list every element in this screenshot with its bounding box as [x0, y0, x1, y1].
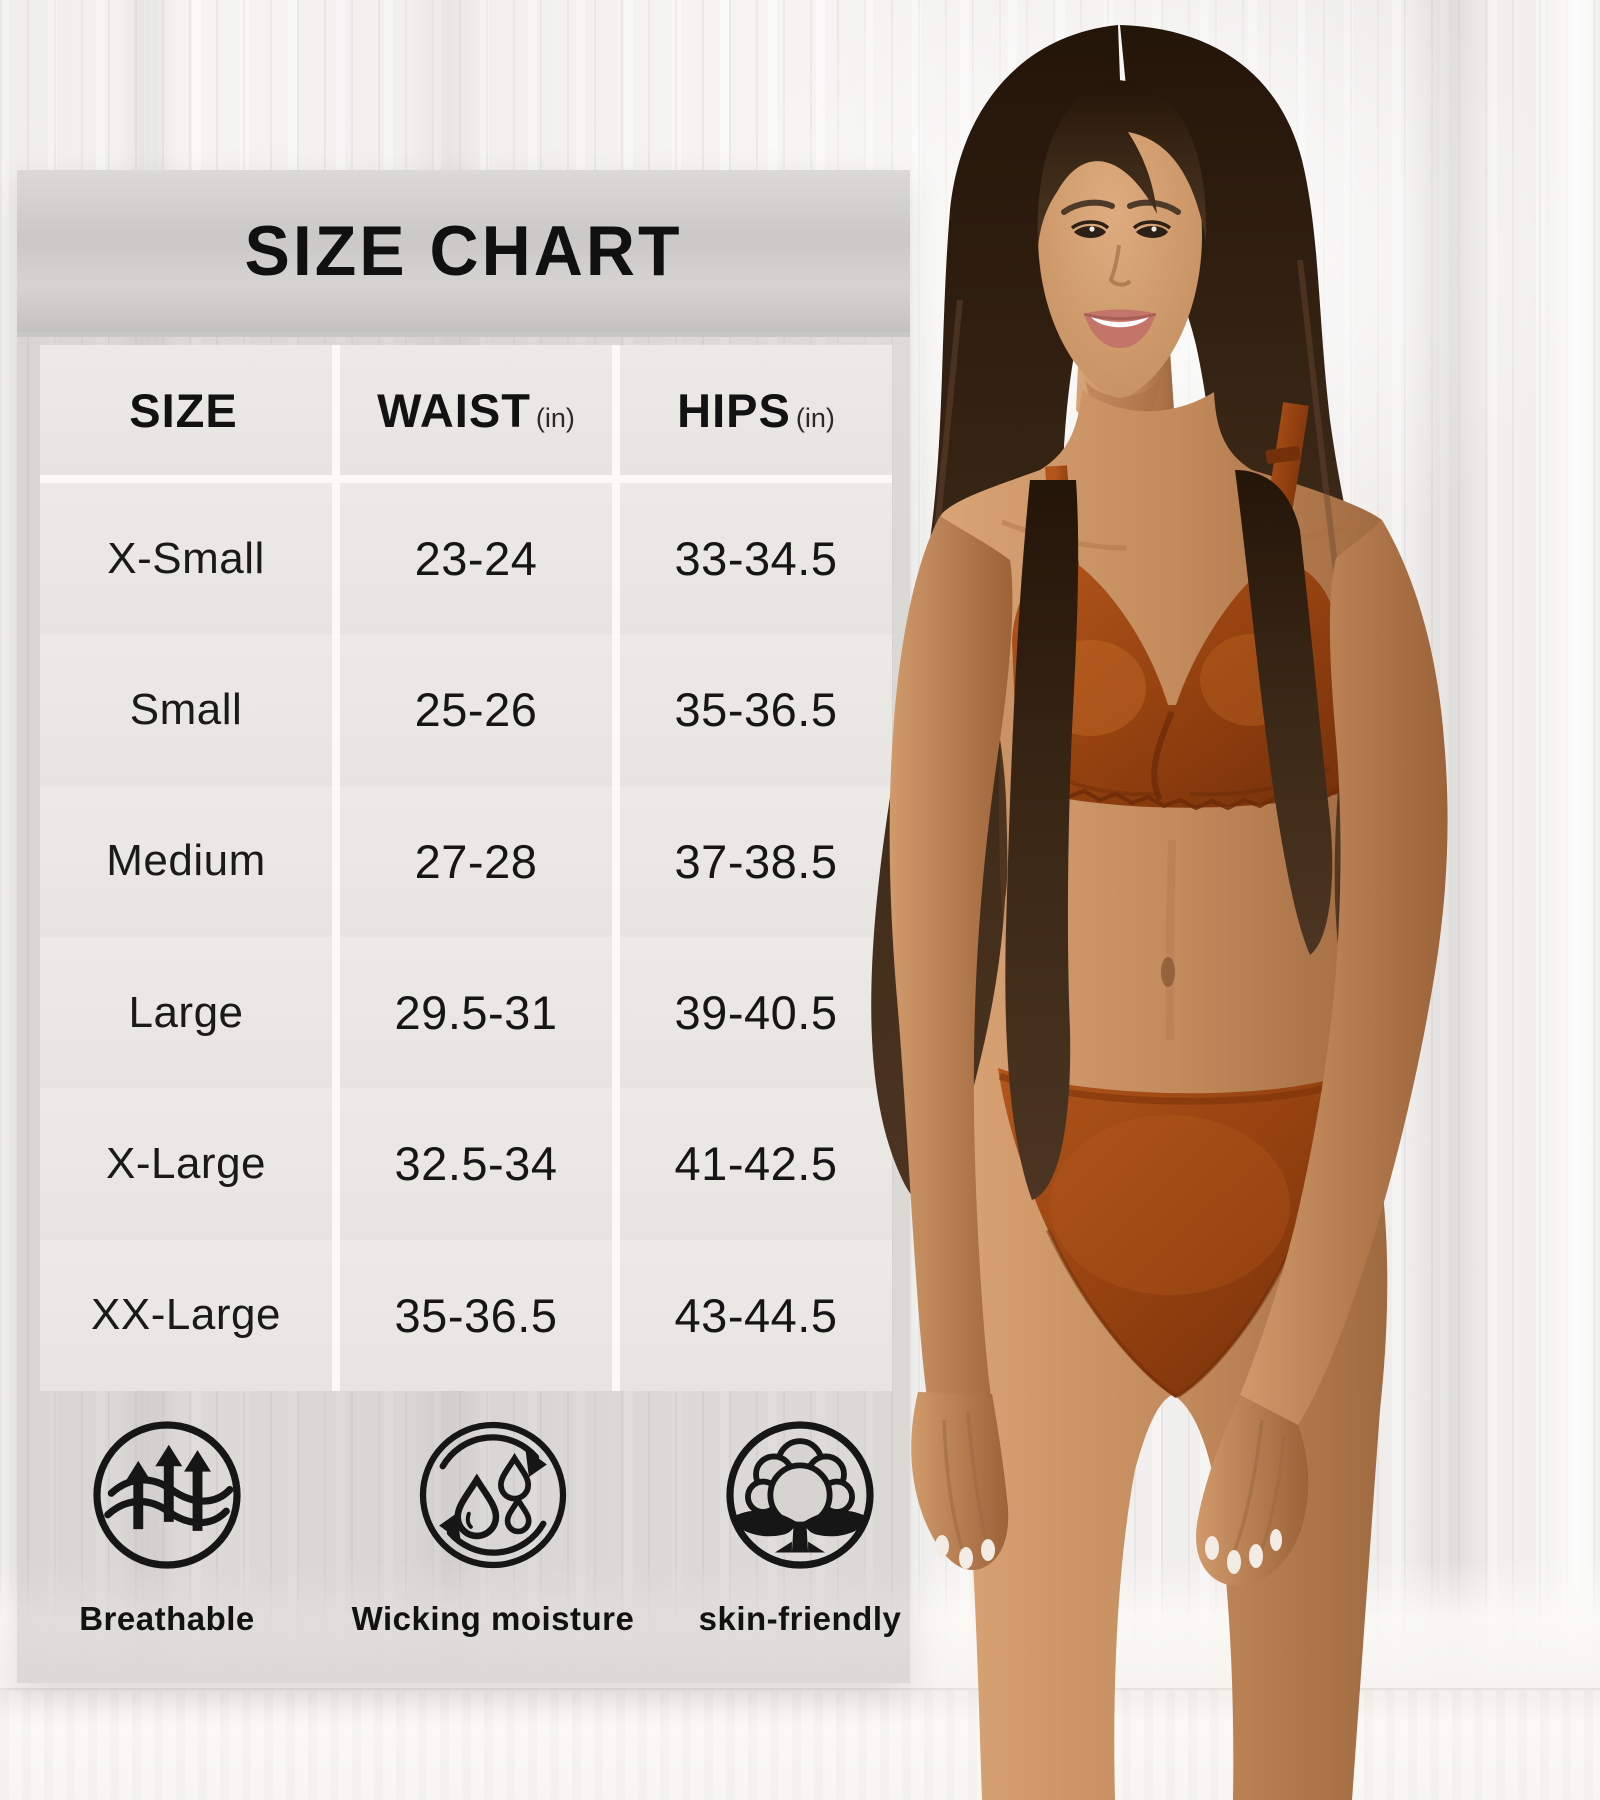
table-cell: Medium [40, 785, 332, 937]
column-waist: WAIST (in) 23-24 25-26 27-28 29.5-31 32.… [340, 345, 612, 1391]
table-cell: 39-40.5 [620, 936, 892, 1089]
table-cell: 27-28 [340, 785, 612, 937]
hips-value: 41-42.5 [674, 1137, 838, 1191]
header-label: WAIST [377, 383, 531, 437]
waist-value: 23-24 [414, 532, 538, 586]
size-chart-panel: SIZE CHART SIZE X-Small Small Medium Lar… [17, 170, 910, 1683]
waist-value: 35-36.5 [394, 1288, 558, 1342]
table-cell: 32.5-34 [340, 1088, 612, 1240]
header-cell-size: SIZE [40, 345, 332, 475]
feature-badges: Breathable [17, 1416, 910, 1676]
feature-wicking-moisture: Wicking moisture [343, 1416, 643, 1638]
wicking-moisture-icon [419, 1421, 567, 1569]
header-cell-hips: HIPS (in) [620, 345, 892, 475]
table-cell: Large [40, 936, 332, 1089]
header-label: SIZE [129, 383, 238, 437]
skin-friendly-icon [726, 1421, 874, 1569]
table-cell: 33-34.5 [620, 483, 892, 635]
model-photo [871, 25, 1448, 1800]
waist-value: 25-26 [414, 683, 538, 737]
waist-value: 32.5-34 [394, 1137, 558, 1191]
table-cell: 35-36.5 [340, 1239, 612, 1391]
feature-label: skin-friendly [698, 1600, 902, 1637]
column-hips: HIPS (in) 33-34.5 35-36.5 37-38.5 39-40.… [620, 345, 892, 1391]
title-band: SIZE CHART [17, 170, 910, 337]
table-cell: 35-36.5 [620, 634, 892, 786]
table-cell: 43-44.5 [620, 1239, 892, 1391]
size-value: Large [128, 987, 244, 1037]
size-value: X-Small [107, 533, 265, 583]
hips-value: 33-34.5 [674, 532, 838, 586]
size-value: X-Large [105, 1138, 267, 1188]
size-value: Small [129, 684, 243, 734]
feature-breathable: Breathable [17, 1416, 317, 1638]
size-value: XX-Large [91, 1290, 281, 1340]
waist-value: 27-28 [414, 834, 538, 888]
column-size: SIZE X-Small Small Medium Large X-Large … [40, 345, 332, 1391]
hips-value: 39-40.5 [674, 986, 838, 1040]
table-cell: 25-26 [340, 634, 612, 786]
table-cell: XX-Large [40, 1239, 332, 1391]
table-cell: 29.5-31 [340, 936, 612, 1089]
header-cell-waist: WAIST (in) [340, 345, 612, 475]
header-unit: (in) [535, 402, 575, 433]
table-cell: 23-24 [340, 483, 612, 635]
breathable-icon [93, 1421, 241, 1569]
size-value: Medium [106, 836, 266, 886]
feature-label: Wicking moisture [351, 1600, 635, 1637]
hips-value: 37-38.5 [674, 834, 838, 888]
header-unit: (in) [795, 402, 835, 433]
size-table: SIZE X-Small Small Medium Large X-Large … [40, 345, 892, 1391]
page-title: SIZE CHART [244, 211, 683, 291]
feature-skin-friendly: skin-friendly [650, 1416, 950, 1638]
table-cell: Small [40, 634, 332, 786]
header-label: HIPS [677, 383, 791, 437]
waist-value: 29.5-31 [394, 986, 558, 1040]
table-cell: 41-42.5 [620, 1088, 892, 1240]
table-cell: X-Small [40, 483, 332, 635]
table-cell: X-Large [40, 1088, 332, 1240]
table-cell: 37-38.5 [620, 785, 892, 937]
hips-value: 35-36.5 [674, 683, 838, 737]
hips-value: 43-44.5 [674, 1288, 838, 1342]
feature-label: Breathable [79, 1600, 255, 1637]
